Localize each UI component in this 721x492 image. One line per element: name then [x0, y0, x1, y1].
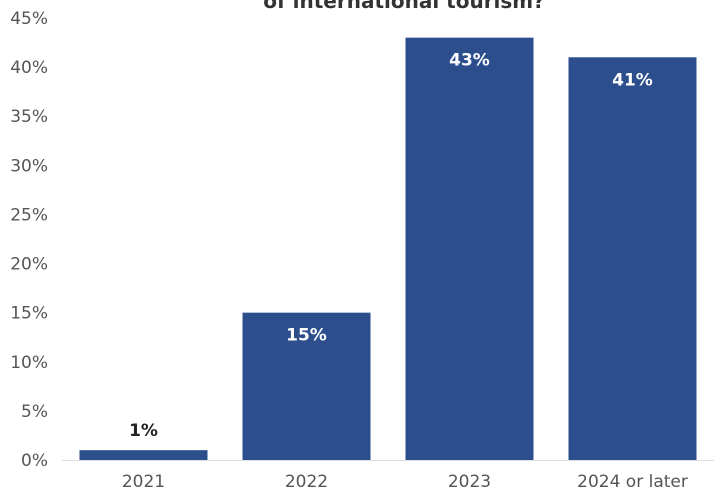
- x-axis: 2021 2022 2023 2024 or later: [62, 460, 714, 492]
- y-tick-label: 20%: [10, 255, 48, 275]
- chart-title: of international tourism?: [263, 0, 545, 13]
- bar-2022: [242, 312, 371, 460]
- bar-2024-or-later: [568, 57, 697, 461]
- y-tick-label: 0%: [21, 451, 48, 471]
- y-tick-label: 25%: [10, 205, 48, 225]
- x-tick-label: 2023: [448, 472, 491, 492]
- y-tick-label: 40%: [10, 58, 48, 78]
- data-label: 1%: [129, 421, 158, 441]
- y-axis: 0% 5% 10% 15% 20% 25% 30% 35% 40% 45%: [10, 9, 48, 471]
- data-label: 15%: [286, 326, 327, 346]
- y-tick-label: 45%: [10, 9, 48, 29]
- y-tick-label: 10%: [10, 353, 48, 373]
- data-label: 43%: [449, 51, 490, 71]
- y-tick-label: 30%: [10, 156, 48, 176]
- x-tick-label: 2021: [122, 472, 165, 492]
- bar-2023: [405, 37, 534, 461]
- data-label: 41%: [612, 70, 653, 90]
- y-tick-label: 15%: [10, 304, 48, 324]
- y-tick-label: 5%: [21, 402, 48, 422]
- y-tick-label: 35%: [10, 107, 48, 127]
- bar-2021: [79, 450, 208, 460]
- x-tick-label: 2022: [285, 472, 328, 492]
- bars-group: 1% 15% 43% 41%: [79, 37, 697, 461]
- x-tick-label: 2024 or later: [577, 472, 688, 492]
